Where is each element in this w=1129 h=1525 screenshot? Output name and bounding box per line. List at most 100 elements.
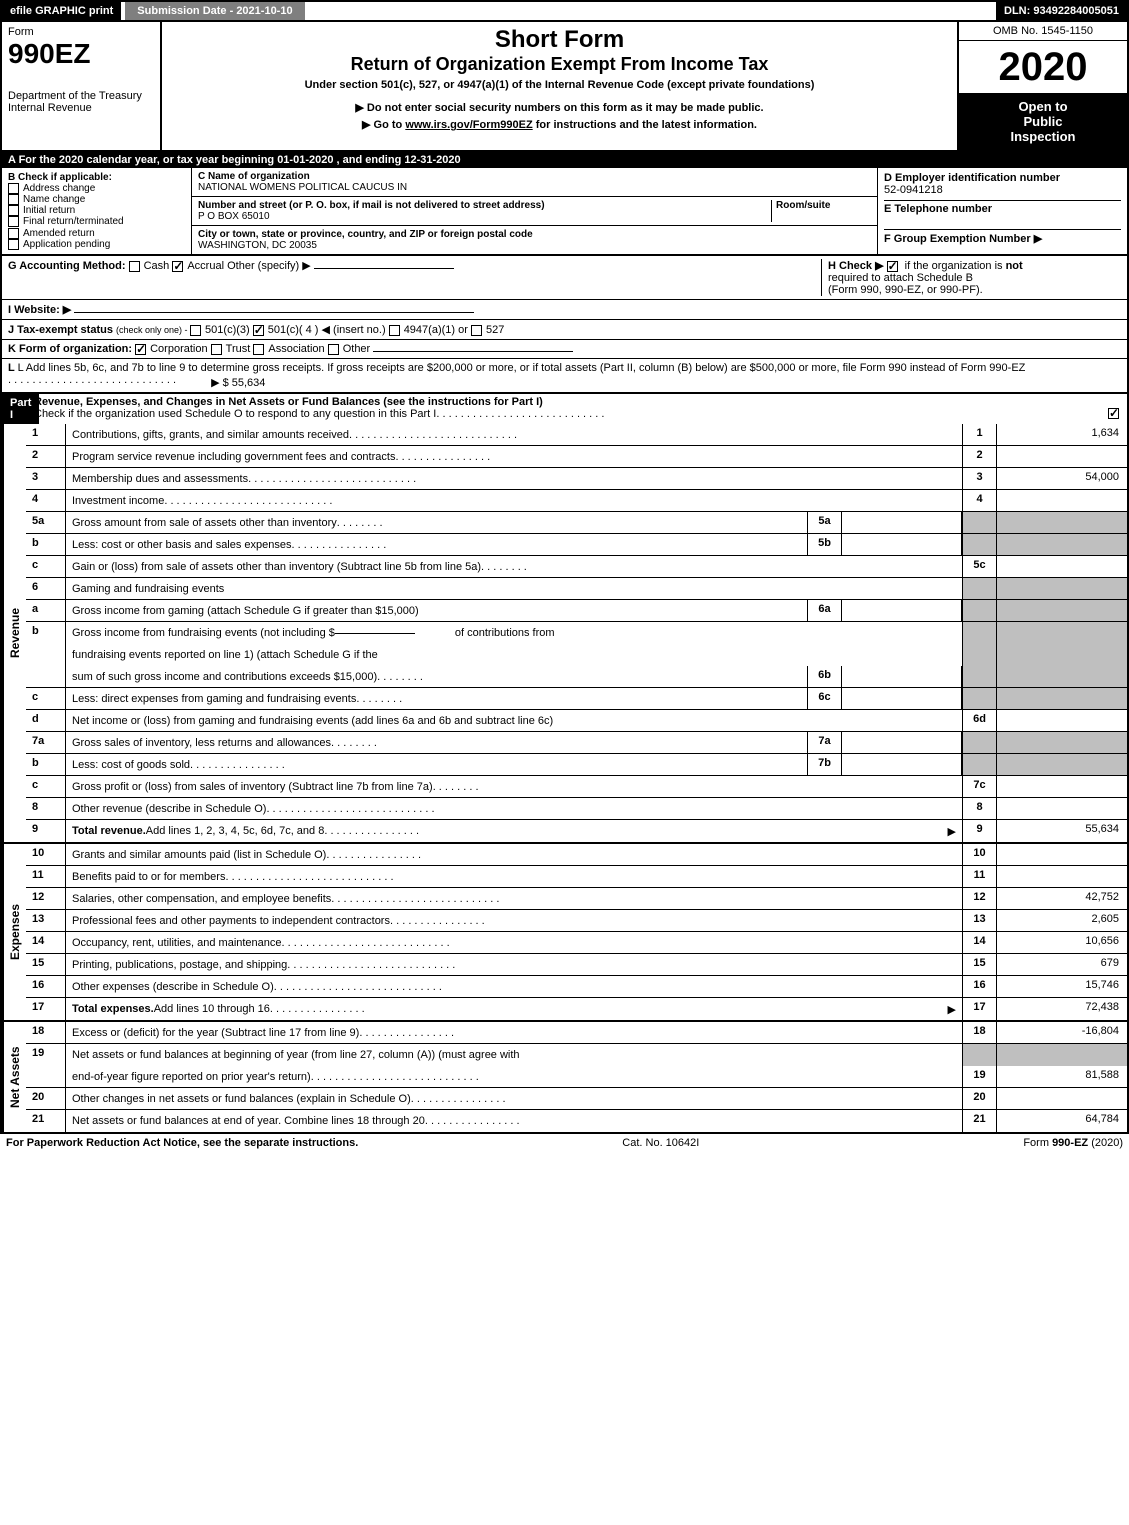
subtitle: Under section 501(c), 527, or 4947(a)(1)… <box>170 79 949 91</box>
l6c-desc: Less: direct expenses from gaming and fu… <box>72 693 356 705</box>
part1-scho-checkbox[interactable] <box>1108 408 1119 419</box>
goto-pre: Go to <box>374 119 406 131</box>
line-6: 6 Gaming and fundraising events <box>26 578 1127 600</box>
l18-val: -16,804 <box>997 1022 1127 1043</box>
l8-val <box>997 798 1127 819</box>
h-text3: (Form 990, 990-EZ, or 990-PF). <box>828 284 1121 296</box>
j-o2: 501(c)( 4 ) ◀ (insert no.) <box>268 324 386 336</box>
b-opt-amended[interactable]: Amended return <box>8 228 185 239</box>
l1-desc: Contributions, gifts, grants, and simila… <box>72 429 349 441</box>
j-4947-checkbox[interactable] <box>389 325 400 336</box>
k-trust: Trust <box>226 343 251 355</box>
line-17: 17 Total expenses. Add lines 10 through … <box>26 998 1127 1020</box>
insp-open: Open to <box>963 99 1123 114</box>
section-d-f: D Employer identification number 52-0941… <box>877 168 1127 254</box>
line-10: 10 Grants and similar amounts paid (list… <box>26 844 1127 866</box>
l6d-num: d <box>26 710 66 731</box>
l11-desc: Benefits paid to or for members <box>72 871 225 883</box>
l20-num: 20 <box>26 1088 66 1109</box>
goto-line: ▶ Go to www.irs.gov/Form990EZ for instru… <box>170 118 949 131</box>
g-cash-checkbox[interactable] <box>129 261 140 272</box>
g-accrual-checkbox[interactable] <box>172 261 183 272</box>
k-assoc-checkbox[interactable] <box>253 344 264 355</box>
b-label: B Check if applicable: <box>8 172 185 183</box>
l4-rn: 4 <box>962 490 997 511</box>
part1-check-text: Check if the organization used Schedule … <box>34 408 436 420</box>
l16-rn: 16 <box>962 976 997 997</box>
l7a-num: 7a <box>26 732 66 753</box>
line-11: 11 Benefits paid to or for members 11 <box>26 866 1127 888</box>
header-right: OMB No. 1545-1150 2020 Open to Public In… <box>957 22 1127 150</box>
l6b-desc1: Gross income from fundraising events (no… <box>72 627 335 639</box>
l10-num: 10 <box>26 844 66 865</box>
footer-catno: Cat. No. 10642I <box>622 1137 699 1149</box>
k-assoc: Association <box>268 343 324 355</box>
g-label: G Accounting Method: <box>8 260 126 272</box>
line-1: 1 Contributions, gifts, grants, and simi… <box>26 424 1127 446</box>
line-9: 9 Total revenue. Add lines 1, 2, 3, 4, 5… <box>26 820 1127 842</box>
l7a-desc: Gross sales of inventory, less returns a… <box>72 737 331 749</box>
l5c-desc: Gain or (loss) from sale of assets other… <box>72 561 481 573</box>
l16-val: 15,746 <box>997 976 1127 997</box>
form-label: Form <box>8 26 154 38</box>
line-19-r2: end-of-year figure reported on prior yea… <box>26 1066 1127 1088</box>
l7a-sub: 7a <box>807 732 842 753</box>
dept-irs: Internal Revenue <box>8 102 154 114</box>
l6c-num: c <box>26 688 66 709</box>
section-j: J Tax-exempt status (check only one) - 5… <box>0 320 1129 340</box>
line-16: 16 Other expenses (describe in Schedule … <box>26 976 1127 998</box>
b-opt-pending[interactable]: Application pending <box>8 239 185 250</box>
j-501c3-checkbox[interactable] <box>190 325 201 336</box>
l7b-desc: Less: cost of goods sold <box>72 759 190 771</box>
j-501c-checkbox[interactable] <box>253 325 264 336</box>
k-other: Other <box>343 343 371 355</box>
section-i: I Website: ▶ <box>0 300 1129 320</box>
k-trust-checkbox[interactable] <box>211 344 222 355</box>
l5a-num: 5a <box>26 512 66 533</box>
line-20: 20 Other changes in net assets or fund b… <box>26 1088 1127 1110</box>
b-opt-address[interactable]: Address change <box>8 183 185 194</box>
part1-header-row: Part I Revenue, Expenses, and Changes in… <box>0 394 1129 424</box>
l21-rn: 21 <box>962 1110 997 1132</box>
j-o4: 527 <box>486 324 504 336</box>
i-label: I Website: ▶ <box>8 304 71 316</box>
l17-desc: Add lines 10 through 16 <box>154 1003 270 1015</box>
h-text1: if the organization is <box>905 260 1006 272</box>
efile-print-button[interactable]: efile GRAPHIC print <box>2 2 121 20</box>
sidebar-revenue: Revenue <box>2 424 26 842</box>
sidebar-netassets: Net Assets <box>2 1022 26 1132</box>
l11-rn: 11 <box>962 866 997 887</box>
section-b-checkboxes: B Check if applicable: Address change Na… <box>2 168 192 254</box>
dln-label: DLN: 93492284005051 <box>996 2 1127 20</box>
l6d-desc: Net income or (loss) from gaming and fun… <box>72 715 553 727</box>
l6a-sub: 6a <box>807 600 842 621</box>
irs-link[interactable]: www.irs.gov/Form990EZ <box>405 119 532 131</box>
k-other-checkbox[interactable] <box>328 344 339 355</box>
h-checkbox[interactable] <box>887 261 898 272</box>
submission-date: Submission Date - 2021-10-10 <box>125 2 304 20</box>
b-opt-initial[interactable]: Initial return <box>8 205 185 216</box>
l2-desc: Program service revenue including govern… <box>72 451 395 463</box>
b-opt-name[interactable]: Name change <box>8 194 185 205</box>
k-corp-checkbox[interactable] <box>135 344 146 355</box>
l9-val: 55,634 <box>997 820 1127 842</box>
part1-title: Revenue, Expenses, and Changes in Net As… <box>34 396 543 408</box>
l6b-sub: 6b <box>807 666 842 687</box>
insp-inspection: Inspection <box>963 129 1123 144</box>
l9-rn: 9 <box>962 820 997 842</box>
l6-num: 6 <box>26 578 66 599</box>
j-pre: J Tax-exempt status <box>8 324 116 336</box>
j-527-checkbox[interactable] <box>471 325 482 336</box>
l14-rn: 14 <box>962 932 997 953</box>
l20-val <box>997 1088 1127 1109</box>
l18-rn: 18 <box>962 1022 997 1043</box>
b-opt-final[interactable]: Final return/terminated <box>8 216 185 227</box>
l5c-rn: 5c <box>962 556 997 577</box>
org-city: WASHINGTON, DC 20035 <box>198 240 871 251</box>
l1-num: 1 <box>26 424 66 445</box>
section-h: H Check ▶ if the organization is not req… <box>821 259 1121 296</box>
l5c-num: c <box>26 556 66 577</box>
l1-val: 1,634 <box>997 424 1127 445</box>
l15-num: 15 <box>26 954 66 975</box>
section-g: G Accounting Method: Cash Accrual Other … <box>8 259 821 296</box>
